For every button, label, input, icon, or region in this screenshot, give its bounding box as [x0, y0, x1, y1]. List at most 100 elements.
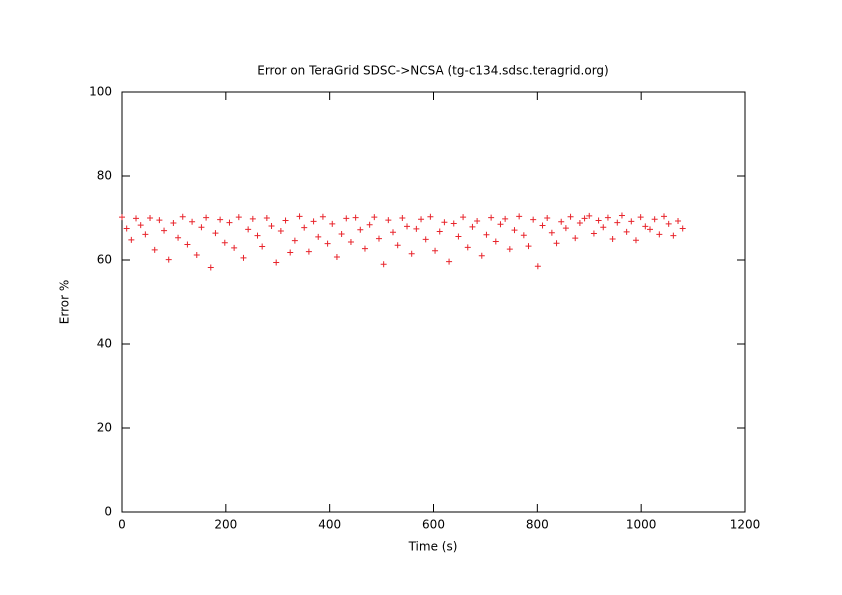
- point: [534, 263, 541, 270]
- point: [502, 215, 509, 222]
- point: [679, 225, 686, 232]
- point: [221, 239, 228, 246]
- point: [614, 219, 621, 226]
- point: [539, 222, 546, 229]
- x-tick-label: 200: [214, 518, 237, 532]
- point: [268, 222, 275, 229]
- point: [567, 213, 574, 220]
- point: [329, 220, 336, 227]
- point: [235, 214, 242, 221]
- x-axis-label: Time (s): [408, 540, 458, 554]
- point: [366, 221, 373, 228]
- point: [646, 226, 653, 233]
- x-tick-label: 600: [422, 518, 445, 532]
- y-tick-label: 0: [104, 505, 112, 519]
- point: [558, 218, 565, 225]
- point: [305, 248, 312, 255]
- point: [544, 215, 551, 221]
- point: [520, 232, 527, 239]
- point: [189, 218, 196, 225]
- point: [170, 220, 177, 227]
- point: [572, 235, 579, 242]
- point: [291, 237, 298, 244]
- point: [240, 254, 247, 261]
- point: [418, 216, 425, 223]
- point: [165, 256, 172, 263]
- point: [548, 229, 555, 236]
- point: [277, 228, 284, 235]
- point: [380, 261, 387, 268]
- point: [497, 221, 504, 228]
- point: [137, 222, 144, 229]
- point: [352, 214, 359, 221]
- point: [595, 217, 602, 224]
- point: [665, 220, 672, 227]
- point: [562, 225, 569, 232]
- point: [343, 215, 350, 222]
- point: [675, 217, 682, 224]
- point: [474, 217, 481, 224]
- point: [371, 214, 378, 221]
- point: [422, 236, 429, 243]
- point: [609, 236, 616, 242]
- point: [142, 231, 149, 238]
- point: [632, 237, 639, 244]
- y-tick-label: 40: [97, 337, 112, 351]
- point: [273, 259, 280, 266]
- point: [385, 217, 392, 224]
- point: [361, 245, 368, 252]
- point: [394, 242, 401, 249]
- point: [525, 243, 532, 250]
- point: [413, 225, 420, 232]
- plot-frame: [121, 91, 746, 513]
- point: [469, 223, 476, 230]
- point: [203, 214, 210, 221]
- point: [161, 227, 168, 234]
- point: [670, 232, 677, 239]
- point: [333, 254, 340, 261]
- point: [642, 223, 649, 230]
- point: [198, 224, 205, 231]
- point: [488, 214, 495, 221]
- point: [310, 218, 317, 225]
- point: [212, 230, 219, 237]
- point: [455, 233, 462, 240]
- point: [217, 216, 224, 223]
- point: [530, 216, 537, 223]
- point: [193, 251, 200, 258]
- x-tick-label: 400: [318, 518, 341, 532]
- point: [464, 244, 471, 251]
- point: [179, 213, 186, 220]
- point: [581, 215, 588, 222]
- point: [623, 228, 630, 235]
- point: [427, 213, 434, 220]
- point: [600, 224, 607, 231]
- point: [450, 220, 457, 227]
- point: [604, 214, 611, 221]
- point: [282, 217, 289, 224]
- point: [245, 226, 252, 233]
- point: [123, 225, 130, 232]
- point: [586, 212, 593, 219]
- y-tick-label: 20: [97, 421, 112, 435]
- y-tick-label: 80: [97, 169, 112, 183]
- point: [441, 219, 448, 226]
- point: [460, 214, 467, 221]
- point: [492, 238, 499, 245]
- point: [446, 258, 453, 265]
- point: [590, 230, 597, 237]
- point: [408, 250, 415, 257]
- point: [301, 224, 308, 231]
- point: [319, 213, 326, 220]
- point: [207, 264, 214, 271]
- point: [576, 220, 583, 227]
- point: [226, 219, 233, 226]
- point: [119, 214, 125, 221]
- point: [249, 215, 256, 222]
- point: [436, 228, 443, 235]
- point: [263, 215, 270, 221]
- point: [324, 240, 331, 247]
- point: [506, 246, 513, 253]
